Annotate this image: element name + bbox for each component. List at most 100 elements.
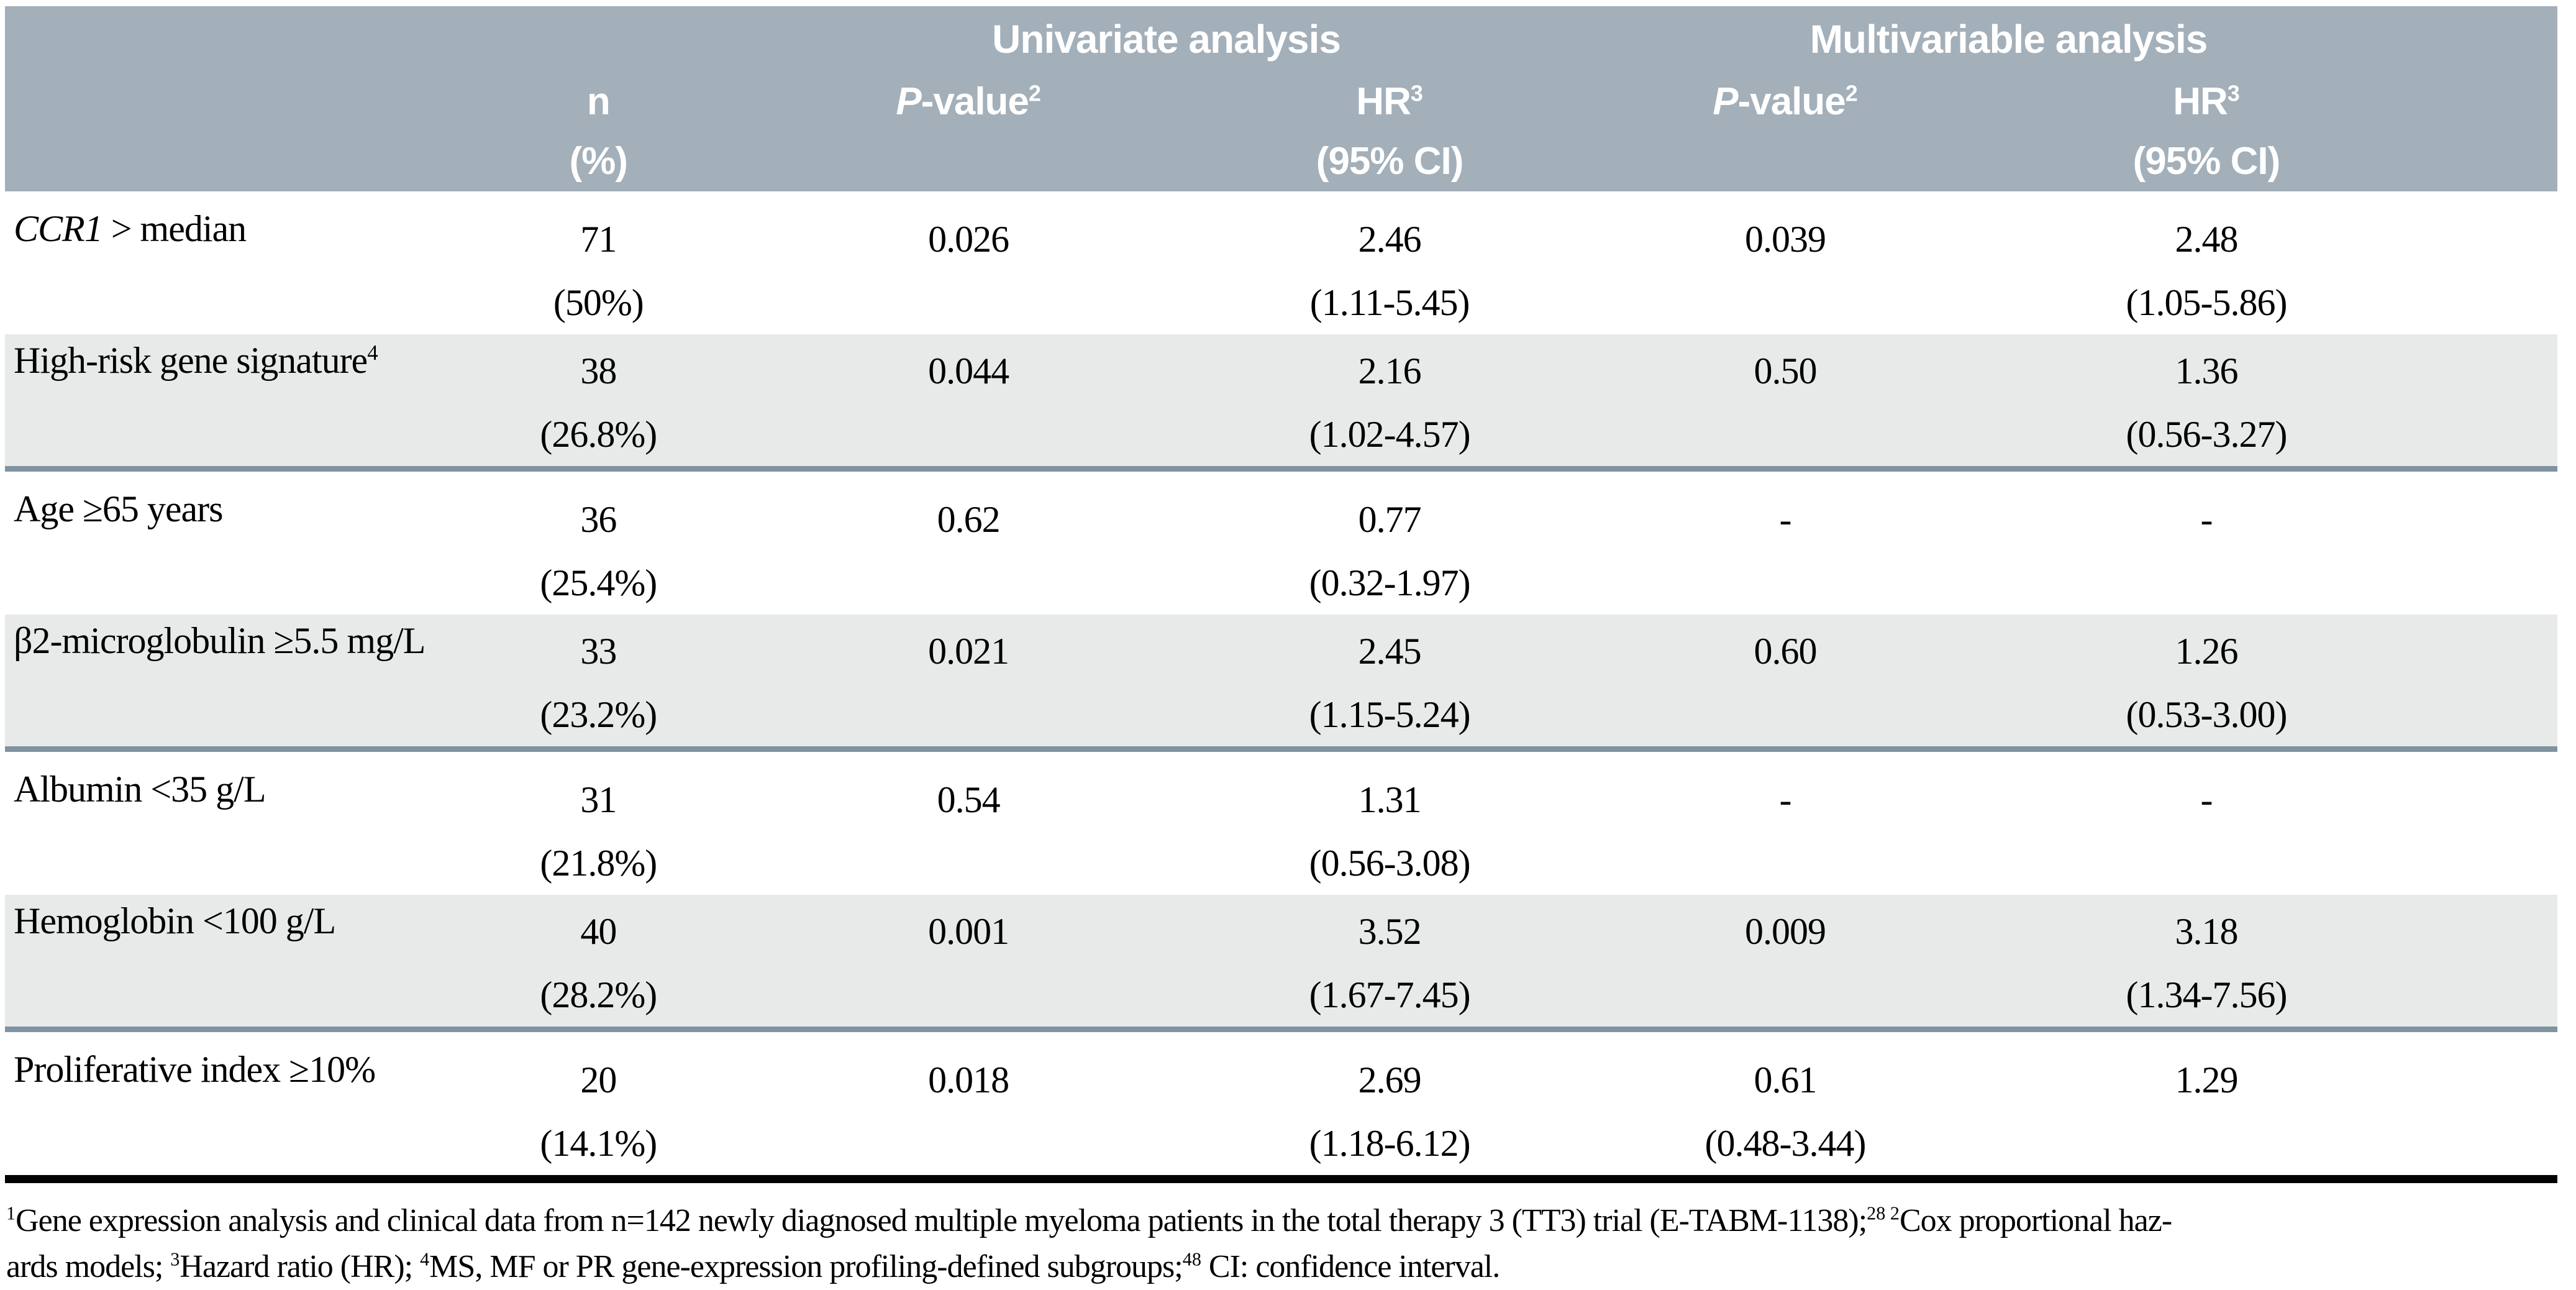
cell-uni-hr: 2.46 (1.11-5.45) [1192,191,1588,334]
footnote-text: Hazard ratio (HR); [180,1249,421,1284]
cell-uni-hr: 2.69 (1.18-6.12) [1192,1030,1588,1179]
cell-spacer [2430,749,2558,895]
pvalue-p: P [1713,80,1738,123]
multi-pvalue-ci [1588,683,1983,746]
cell-n: 20 (14.1%) [452,1030,745,1179]
cell-uni-hr: 2.16 (1.02-4.57) [1192,334,1588,469]
multi-hr: 1.26 [2175,631,2238,672]
multi-pvalue-ci [1588,551,1983,615]
col-header-multi-hr: HR3 (95% CI) [1983,72,2430,191]
row-label: β2-microglobulin ≥5.5 mg/L [14,620,426,661]
pvalue-rest: -value [921,80,1029,123]
uni-pvalue: 0.044 [928,350,1009,391]
pct-value: (25.4%) [540,562,657,603]
cell-label: High-risk gene signature4 [5,334,452,469]
cell-multi-hr: 1.36 (0.56-3.27) [1983,334,2429,469]
row-label-em: CCR1 [14,208,103,249]
multi-hr-ci [1983,551,2429,615]
uni-hr-ci: (1.67-7.45) [1309,974,1471,1015]
multi-pvalue-ci [1588,271,1983,334]
hr-ci-label: (95% CI) [2132,140,2281,183]
pvalue-p: P [896,80,921,123]
uni-hr: 3.52 [1358,911,1422,952]
cell-n: 38 (26.8%) [452,334,745,469]
uni-hr: 1.31 [1358,779,1422,820]
group-header-blank [5,6,745,72]
cell-uni-hr: 2.45 (1.15-5.24) [1192,615,1588,749]
footnote-text: ards models; [6,1249,171,1284]
cell-uni-hr: 1.31 (0.56-3.08) [1192,749,1588,895]
multi-pvalue: 0.60 [1754,631,1817,672]
footnote-line-1: 1Gene expression analysis and clinical d… [6,1198,2557,1244]
cell-uni-pvalue: 0.001 [745,895,1192,1030]
multi-hr: - [2200,779,2213,820]
multi-pvalue: - [1779,499,1792,540]
cell-spacer [2430,615,2558,749]
pct-value: (28.2%) [540,974,657,1015]
group-header-row: Univariate analysis Multivariable analys… [5,6,2557,72]
uni-pvalue: 0.62 [937,499,1001,540]
pvalue-footnote-mark: 2 [1845,80,1858,106]
cell-multi-pvalue: - [1588,469,1983,615]
analysis-table: Univariate analysis Multivariable analys… [5,6,2557,1183]
n-value: 40 [580,911,617,952]
cell-multi-hr: 1.29 [1983,1030,2429,1179]
col-header-n: n (%) [452,72,745,191]
cell-label: Hemoglobin <100 g/L [5,895,452,1030]
cell-multi-pvalue: 0.50 [1588,334,1983,469]
multi-hr: 2.48 [2175,219,2238,260]
cell-multi-hr: 2.48 (1.05-5.86) [1983,191,2429,334]
multi-pvalue: 0.009 [1744,911,1826,952]
table-row: CCR1 > median 71 (50%) 0.026 2.46 (1.11-5.… [5,191,2557,334]
multi-pvalue-ci: (0.48-3.44) [1704,1123,1867,1164]
row-label: High-risk gene signature [14,340,368,381]
multi-pvalue-ci [1588,831,1983,895]
n-value: 71 [580,219,617,260]
cell-uni-pvalue: 0.62 [745,469,1192,615]
footnote-marker: 4 [420,1248,430,1270]
footnote-line-2: ards models; 3Hazard ratio (HR); 4MS, MF… [6,1244,2557,1290]
footnote-text: Cox proportional haz- [1899,1203,2172,1238]
hr-label: HR [2173,80,2228,123]
uni-hr-ci: (1.11-5.45) [1309,282,1470,323]
uni-hr-ci: (1.02-4.57) [1309,414,1471,455]
uni-hr: 0.77 [1358,499,1422,540]
uni-hr-ci: (0.32-1.97) [1309,562,1471,603]
row-label: > median [102,208,247,249]
col-header-n-line2: (%) [569,140,628,183]
cell-multi-hr: - [1983,749,2429,895]
cell-n: 40 (28.2%) [452,895,745,1030]
row-label: Age ≥65 years [14,488,223,529]
hr-footnote-mark: 3 [1410,80,1423,106]
pct-value: (26.8%) [540,414,657,455]
group-header-spacer [2429,6,2557,72]
col-header-spacer [2429,72,2557,191]
uni-hr-ci: (0.56-3.08) [1309,843,1471,884]
pct-value: (14.1%) [540,1123,657,1164]
n-value: 20 [580,1059,617,1100]
multi-hr-ci: (0.56-3.27) [2126,414,2287,455]
cell-uni-pvalue: 0.026 [745,191,1192,334]
n-value: 36 [580,499,617,540]
table-footnotes: 1Gene expression analysis and clinical d… [5,1183,2557,1290]
multi-hr-ci [1983,831,2429,895]
multi-hr: 1.29 [2175,1059,2238,1100]
cell-multi-pvalue: - [1588,749,1983,895]
uni-pvalue: 0.026 [928,219,1009,260]
cell-multi-hr: 3.18 (1.34-7.56) [1983,895,2429,1030]
pct-value: (50%) [553,282,644,323]
row-label: Proliferative index ≥10% [14,1049,376,1090]
multi-hr-ci [1983,1112,2429,1175]
col-header-uni-hr: HR3 (95% CI) [1191,72,1588,191]
uni-pvalue: 0.54 [937,779,1001,820]
uni-hr: 2.46 [1358,219,1422,260]
cell-spacer [2430,469,2558,615]
row-label: Hemoglobin <100 g/L [14,900,336,941]
multi-hr-ci: (0.53-3.00) [2126,694,2287,735]
cell-multi-pvalue: 0.61 (0.48-3.44) [1588,1030,1983,1179]
multi-hr-ci: (1.34-7.56) [2126,974,2287,1015]
multi-hr: - [2200,499,2213,540]
footnote-marker: 28 2 [1867,1202,1900,1224]
multi-hr: 3.18 [2175,911,2238,952]
group-header-univariate: Univariate analysis [745,6,1588,72]
